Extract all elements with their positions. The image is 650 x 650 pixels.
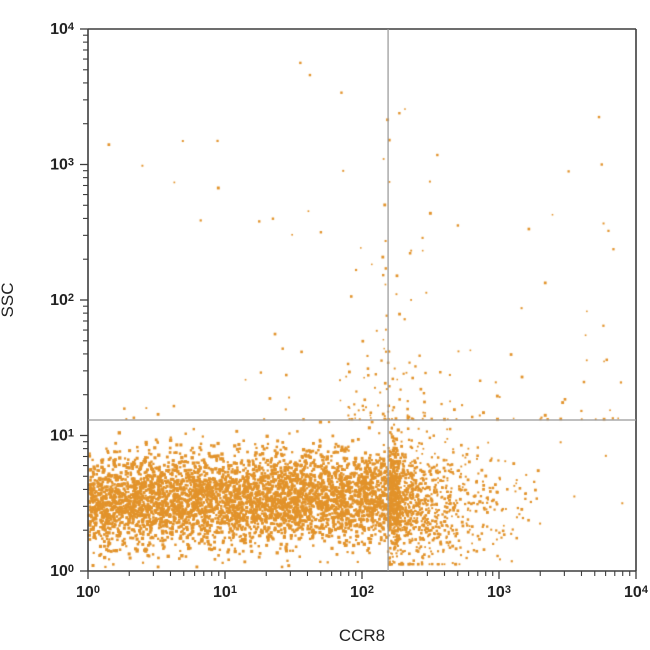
svg-text:104: 104 [50,21,75,38]
svg-text:102: 102 [50,292,74,309]
svg-text:103: 103 [487,584,511,601]
svg-text:104: 104 [624,584,649,601]
svg-text:101: 101 [213,584,237,601]
svg-text:102: 102 [350,584,374,601]
svg-text:100: 100 [76,584,100,601]
svg-text:100: 100 [50,563,74,580]
svg-text:103: 103 [50,157,74,174]
svg-text:101: 101 [50,428,74,445]
